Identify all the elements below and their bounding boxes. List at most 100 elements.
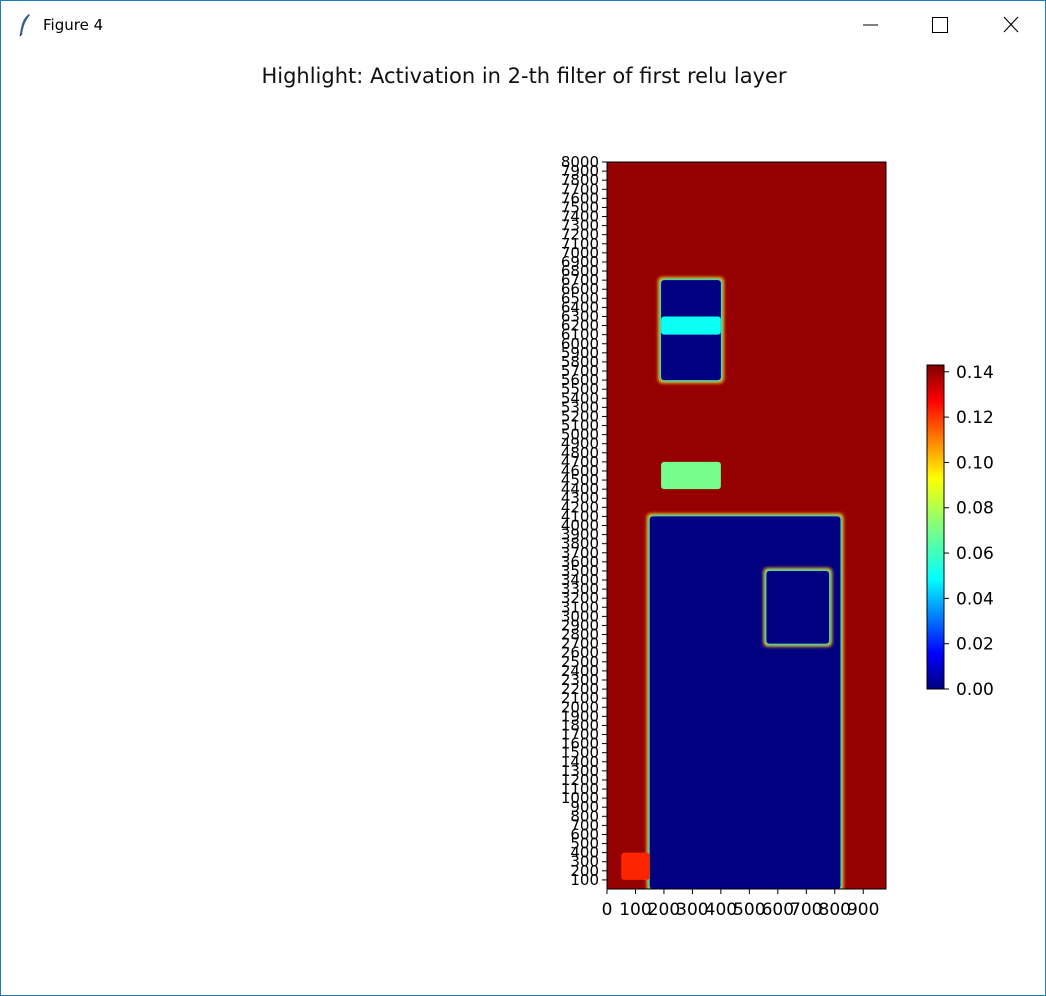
y-tick-label: 3900 — [561, 526, 599, 544]
y-tick-label: 3600 — [561, 553, 599, 571]
y-tick-label: 7600 — [561, 189, 599, 207]
y-tick-label: 1700 — [561, 726, 599, 744]
y-tick-label: 4600 — [561, 462, 599, 480]
y-tick-label: 7000 — [561, 244, 599, 262]
region-corner-spot — [621, 852, 650, 880]
y-tick-label: 7900 — [561, 162, 599, 180]
colorbar: 0.00 0.02 0.04 0.06 0.08 0.10 0.12 0.14 — [926, 363, 994, 700]
maximize-button[interactable] — [905, 1, 974, 49]
y-tick-label: 5300 — [561, 398, 599, 416]
x-tick-label: 100 — [619, 900, 651, 920]
y-tick-label: 5200 — [561, 407, 599, 425]
y-tick-label: 1200 — [561, 771, 599, 789]
close-icon — [1003, 16, 1019, 33]
y-tick-label: 3300 — [561, 580, 599, 598]
x-tick-label: 500 — [733, 900, 765, 920]
x-tick-label: 0 — [602, 900, 613, 920]
y-tick-label: 6300 — [561, 307, 599, 325]
feather-icon — [19, 14, 30, 37]
y-tick-label: 7100 — [561, 235, 599, 253]
y-tick-label: 4200 — [561, 498, 599, 516]
colorbar-tick-label: 0.10 — [956, 453, 994, 473]
colorbar-tick-label: 0.02 — [956, 635, 994, 655]
region-lower-band — [661, 461, 721, 490]
y-tick-label: 900 — [570, 798, 599, 816]
y-tick-label: 7300 — [561, 217, 599, 235]
y-tick-label: 2200 — [561, 680, 599, 698]
y-tick-label: 4500 — [561, 471, 599, 489]
x-tick-label: 200 — [648, 900, 680, 920]
y-tick-label: 5800 — [561, 353, 599, 371]
colorbar-tick-label: 0.00 — [956, 680, 994, 700]
y-tick-label: 4900 — [561, 435, 599, 453]
y-tick-label: 3700 — [561, 544, 599, 562]
y-tick-label: 6200 — [561, 317, 599, 335]
y-tick-label: 6800 — [561, 262, 599, 280]
y-tick-label: 3800 — [561, 535, 599, 553]
y-tick-label: 4800 — [561, 444, 599, 462]
y-tick-label: 5500 — [561, 380, 599, 398]
y-tick-label: 700 — [570, 816, 599, 834]
window-title: Figure 4 — [43, 16, 104, 34]
minimize-button[interactable] — [836, 1, 905, 49]
y-tick-label: 3500 — [561, 562, 599, 580]
y-tick-label: 5100 — [561, 417, 599, 435]
y-tick-label: 5000 — [561, 426, 599, 444]
y-tick-label: 100 — [570, 871, 599, 889]
y-tick-label: 7400 — [561, 208, 599, 226]
y-tick-label: 6900 — [561, 253, 599, 271]
region-middle-band — [661, 316, 721, 335]
y-tick-label: 200 — [570, 862, 599, 880]
x-tick-label: 400 — [705, 900, 737, 920]
y-tick-label: 7800 — [561, 171, 599, 189]
y-tick-label: 600 — [570, 825, 599, 843]
y-tick-label: 300 — [570, 853, 599, 871]
colorbar-gradient — [926, 364, 945, 690]
y-tick-label: 2800 — [561, 626, 599, 644]
y-tick-label: 5600 — [561, 371, 599, 389]
y-tick-label: 5700 — [561, 362, 599, 380]
y-tick-label: 1300 — [561, 762, 599, 780]
y-tick-label: 2500 — [561, 653, 599, 671]
colorbar-tick-label: 0.12 — [956, 408, 994, 428]
y-tick-label: 1800 — [561, 716, 599, 734]
region-right-patch — [766, 570, 830, 644]
y-tick-label: 4100 — [561, 507, 599, 525]
y-tick-label: 4000 — [561, 517, 599, 535]
y-tick-label: 6000 — [561, 335, 599, 353]
y-tick-label: 7200 — [561, 226, 599, 244]
y-tick-label: 1600 — [561, 735, 599, 753]
y-tick-label: 2900 — [561, 616, 599, 634]
y-tick-label: 2400 — [561, 662, 599, 680]
y-tick-label: 4700 — [561, 453, 599, 471]
x-tick-label: 900 — [847, 900, 879, 920]
y-tick-label: 5900 — [561, 344, 599, 362]
axes: 0 100200300400500600700800900100200300400… — [561, 153, 887, 920]
x-tick-label: 700 — [790, 900, 822, 920]
x-tick-label: 600 — [762, 900, 794, 920]
y-tick-label: 7500 — [561, 198, 599, 216]
maximize-icon — [932, 17, 948, 33]
colorbar-tick-label: 0.04 — [956, 589, 994, 609]
y-tick-label: 4300 — [561, 489, 599, 507]
y-tick-label: 2600 — [561, 644, 599, 662]
y-tick-label: 3200 — [561, 589, 599, 607]
y-tick-label: 500 — [570, 835, 599, 853]
y-tick-label: 6500 — [561, 289, 599, 307]
y-tick-label: 400 — [570, 844, 599, 862]
x-tick-label: 800 — [819, 900, 851, 920]
colorbar-tick-label: 0.08 — [956, 499, 994, 519]
y-tick-label: 2300 — [561, 671, 599, 689]
minimize-icon — [863, 24, 878, 26]
title-bar: Figure 4 — [1, 1, 1045, 49]
x-tick-label: 300 — [676, 900, 708, 920]
close-button[interactable] — [976, 1, 1045, 49]
y-tick-label: 3000 — [561, 607, 599, 625]
heatmap-area — [607, 162, 886, 889]
y-tick-label: 3100 — [561, 598, 599, 616]
y-tick-label: 3400 — [561, 571, 599, 589]
colorbar-tick-label: 0.06 — [956, 544, 994, 564]
y-tick-label: 800 — [570, 807, 599, 825]
